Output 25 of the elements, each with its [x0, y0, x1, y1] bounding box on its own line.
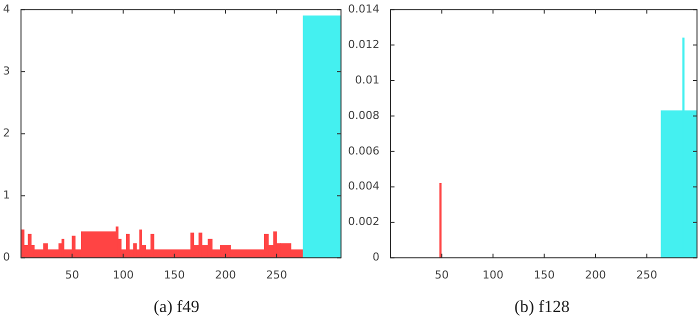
y-tick-label: 0.006	[348, 144, 380, 158]
x-tick-label: 50	[434, 268, 449, 282]
y-tick-label: 2	[3, 126, 10, 140]
y-tick-label: 0.008	[348, 108, 380, 122]
x-axis-title: (b) f128	[513, 297, 571, 317]
x-tick-label: 100	[112, 268, 134, 282]
x-tick-label: 200	[214, 268, 236, 282]
x-tick-label: 150	[534, 268, 555, 282]
x-tick-label: 50	[65, 268, 80, 282]
x-tick-label: 250	[636, 268, 658, 282]
y-tick-label: 1	[3, 188, 10, 202]
y-tick-label: 0.014	[348, 2, 380, 16]
y-tick-label: 0.004	[348, 180, 380, 193]
y-tick-label: 0.012	[348, 38, 380, 51]
x-tick-label: 100	[482, 268, 504, 282]
x-tick-label: 200	[585, 268, 606, 282]
x-tick-label: 250	[266, 268, 288, 282]
y-tick-label: 3	[3, 64, 10, 78]
y-tick-label: 0	[372, 250, 380, 264]
y-tick-label: 0.002	[348, 215, 380, 228]
x-tick-label: 150	[164, 268, 185, 282]
y-tick-label: 0.01	[354, 73, 380, 86]
x-axis-title: (a) f49	[152, 297, 200, 317]
y-tick-label: 4	[3, 2, 10, 16]
y-tick-label: 0	[3, 250, 10, 264]
